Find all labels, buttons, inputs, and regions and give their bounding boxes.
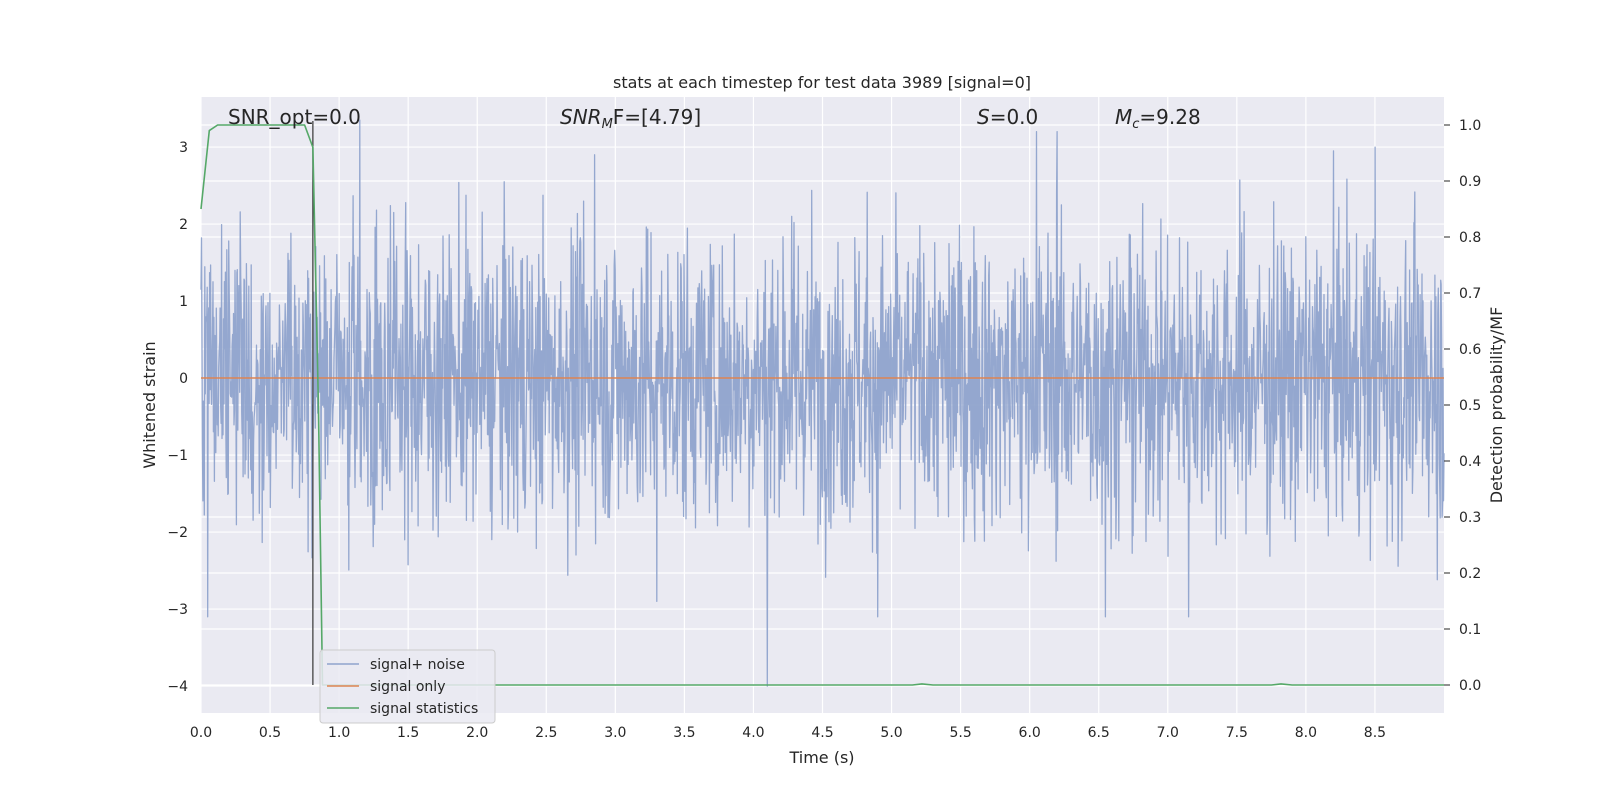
x-tick-label: 8.5	[1364, 725, 1386, 741]
annotation-s-name: S	[977, 105, 990, 129]
legend: signal+ noise signal only signal statist…	[319, 649, 496, 724]
x-tick-label: 0.0	[190, 725, 212, 741]
x-tick-label: 7.5	[1226, 725, 1248, 741]
annotation-snr-mf-value: F=[4.79]	[613, 105, 701, 129]
legend-label-signal-only: signal only	[370, 679, 445, 695]
y-right-tick-label: 0.0	[1459, 678, 1481, 694]
chart-title: stats at each timestep for test data 398…	[613, 73, 1031, 92]
annotation-mc-name: M	[1115, 105, 1132, 129]
annotation-mc-value: =9.28	[1139, 105, 1200, 129]
x-tick-label: 8.0	[1295, 725, 1317, 741]
y-axis-title: Whitened strain	[140, 341, 159, 468]
y-right-tick-label: 0.9	[1459, 174, 1481, 190]
annotation-s-value: =0.0	[990, 105, 1039, 129]
y-right-tick-label: 0.1	[1459, 622, 1481, 638]
y-right-tick-label: 0.2	[1459, 566, 1481, 582]
y-tick-label: 2	[179, 217, 188, 233]
legend-label-signal-plus-noise: signal+ noise	[370, 657, 465, 673]
y-right-tick-label: 0.8	[1459, 230, 1481, 246]
y-tick-label: 3	[179, 140, 188, 156]
x-tick-label: 0.5	[259, 725, 281, 741]
x-tick-label: 1.0	[328, 725, 350, 741]
legend-box	[319, 649, 496, 724]
x-tick-label: 5.0	[880, 725, 902, 741]
annotation-mc: Mc=9.28	[1115, 105, 1201, 132]
x-tick-label: 6.0	[1019, 725, 1041, 741]
x-tick-label: 5.5	[949, 725, 971, 741]
annotation-mc-sub: c	[1132, 117, 1139, 132]
annotation-snr-mf-sub: M	[602, 117, 613, 132]
x-tick-label: 2.0	[466, 725, 488, 741]
y-right-tick-label: 1.0	[1459, 118, 1481, 134]
annotation-snr-mf: SNRMF=[4.79]	[560, 105, 701, 132]
y-tick-label: −1	[167, 448, 188, 464]
x-tick-label: 6.5	[1088, 725, 1110, 741]
y-tick-label: −2	[167, 525, 188, 541]
x-axis-title: Time (s)	[788, 748, 854, 767]
axes: 0.0 0.5 1.0 1.5 2.0 2.5 3.0 3.5 4.0 4.5 5.0 5.5 6.0 6…	[167, 118, 1481, 741]
series-line-signal-statistics	[200, 124, 1444, 686]
x-tick-label: 1.5	[397, 725, 419, 741]
y-tick-label: −3	[167, 602, 188, 618]
y-right-tick-label: 0.7	[1459, 286, 1481, 302]
annotation-s: S=0.0	[977, 105, 1038, 129]
y-right-tick-label: 0.4	[1459, 454, 1481, 470]
series-line-signal-plus-noise	[200, 119, 1445, 687]
y-tick-label: 1	[179, 294, 188, 310]
y-axis-title-right: Detection probability/MF	[1487, 307, 1506, 504]
x-tick-label: 4.5	[811, 725, 833, 741]
legend-label-signal-statistics: signal statistics	[370, 701, 478, 717]
x-tick-label: 3.0	[604, 725, 626, 741]
x-tick-label: 4.0	[742, 725, 764, 741]
x-tick-label: 7.0	[1157, 725, 1179, 741]
annotation-snr-mf-name: SNR	[560, 105, 602, 129]
series-signal-plus-noise	[200, 119, 1445, 687]
x-tick-label: 3.5	[673, 725, 695, 741]
y-tick-label: −4	[167, 679, 188, 695]
y-right-tick-label: 0.3	[1459, 510, 1481, 526]
y-right-tick-label: 0.6	[1459, 342, 1481, 358]
x-tick-label: 2.5	[535, 725, 557, 741]
y-right-tick-label: 0.5	[1459, 398, 1481, 414]
annotation-snr-opt: SNR_opt=0.0	[228, 105, 361, 129]
series-lines	[200, 121, 1444, 686]
y-tick-label: 0	[179, 371, 188, 387]
